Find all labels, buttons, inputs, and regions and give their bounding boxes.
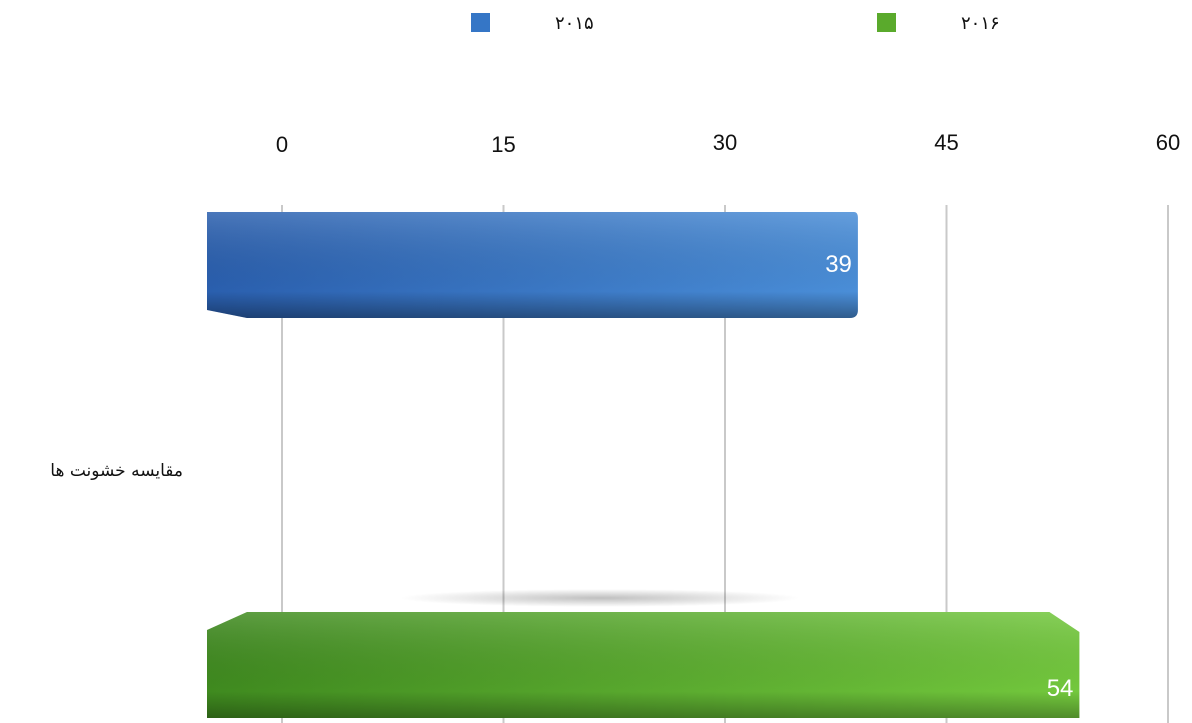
x-axis-ticks: 0 15 30 45 60 (276, 130, 1180, 157)
data-label-54: 54 (1047, 675, 1074, 702)
x-tick-label-30: 30 (713, 130, 737, 155)
legend: ۲۰۱۵ ۲۰۱۶ (471, 13, 1000, 34)
x-tick-label-0: 0 (276, 132, 288, 157)
category-label: مقایسه خشونت ها (50, 461, 183, 481)
bar-shadow (400, 589, 800, 607)
x-tick-label-60: 60 (1156, 130, 1180, 155)
legend-swatch (877, 13, 896, 32)
legend-label: ۲۰۱۵ (555, 13, 594, 34)
legend-item-2015: ۲۰۱۵ (471, 13, 594, 34)
x-tick-label-45: 45 (934, 130, 958, 155)
bar-bevel (207, 612, 1080, 718)
bar-2016: 54 (207, 612, 1080, 718)
legend-label: ۲۰۱۶ (961, 13, 1000, 34)
x-tick-label-15: 15 (491, 132, 515, 157)
category-labels: مقایسه خشونت ها (50, 461, 183, 481)
data-label-39: 39 (825, 251, 852, 278)
legend-item-2016: ۲۰۱۶ (877, 13, 1000, 34)
bar-bevel (207, 212, 858, 318)
bars: 39 54 (207, 212, 1080, 718)
bar-2015: 39 (207, 212, 858, 318)
legend-swatch (471, 13, 490, 32)
